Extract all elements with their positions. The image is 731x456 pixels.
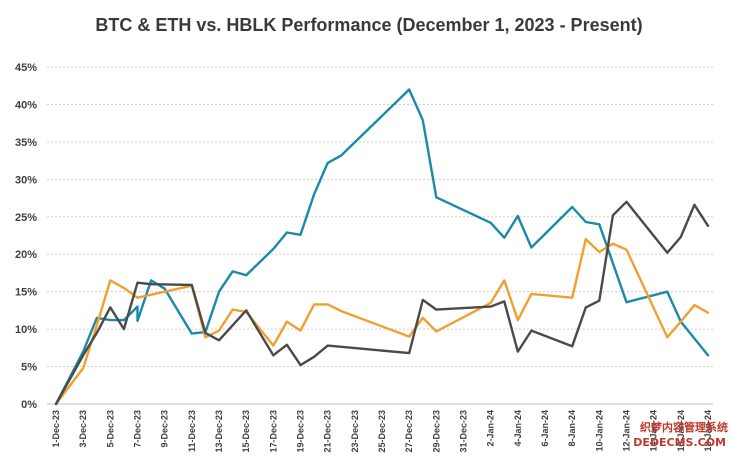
y-tick-label: 30% bbox=[15, 174, 37, 186]
series-lines bbox=[54, 88, 710, 406]
x-tick-label: 6-Jan-24 bbox=[540, 410, 550, 447]
series-line-3 bbox=[54, 200, 710, 406]
x-tick-label: 21-Dec-23 bbox=[323, 410, 333, 453]
x-tick-label: 12-Jan-24 bbox=[622, 410, 632, 452]
x-tick-label: 25-Dec-23 bbox=[377, 410, 387, 453]
x-tick-label: 8-Jan-24 bbox=[567, 410, 577, 447]
x-tick-label: 13-Dec-23 bbox=[214, 410, 224, 453]
x-tick-label: 7-Dec-23 bbox=[133, 410, 143, 448]
y-tick-label: 35% bbox=[15, 137, 37, 149]
y-tick-label: 25% bbox=[15, 212, 37, 224]
x-tick-label: 10-Jan-24 bbox=[594, 410, 604, 452]
y-axis-ticks: 0% 5% 10% 15% 20% 25% 30% 35% 40% 45% bbox=[15, 62, 37, 411]
x-tick-label: 14-Jan-24 bbox=[649, 410, 659, 452]
series-line-1 bbox=[54, 88, 710, 406]
x-tick-label: 15-Dec-23 bbox=[241, 410, 251, 453]
x-axis-ticks: 1-Dec-23 3-Dec-23 5-Dec-23 7-Dec-23 9-Dec-23… bbox=[51, 410, 713, 453]
y-tick-label: 20% bbox=[15, 249, 37, 261]
x-tick-label: 11-Dec-23 bbox=[187, 410, 197, 452]
x-tick-label: 3-Dec-23 bbox=[78, 410, 88, 448]
x-tick-label: 23-Dec-23 bbox=[350, 410, 360, 453]
x-tick-label: 31-Dec-23 bbox=[459, 410, 469, 453]
x-tick-label: 5-Dec-23 bbox=[105, 410, 115, 448]
x-tick-label: 18-Jan-24 bbox=[703, 410, 713, 452]
chart-title: BTC & ETH vs. HBLK Performance (December… bbox=[95, 15, 642, 35]
x-tick-label: 1-Dec-23 bbox=[51, 410, 61, 448]
x-tick-label: 4-Jan-24 bbox=[513, 410, 523, 447]
gridlines bbox=[47, 66, 713, 405]
x-tick-label: 17-Dec-23 bbox=[268, 410, 278, 453]
x-tick-label: 27-Dec-23 bbox=[404, 410, 414, 453]
y-tick-label: 10% bbox=[15, 324, 37, 336]
x-tick-label: 16-Jan-24 bbox=[676, 410, 686, 452]
y-tick-label: 40% bbox=[15, 99, 37, 111]
watermark-line-2: DEDECMS.COM bbox=[633, 436, 726, 449]
x-tick-label: 9-Dec-23 bbox=[160, 410, 170, 448]
watermark: 织梦内容管理系统 DEDECMS.COM bbox=[633, 420, 728, 449]
watermark-line-1: 织梦内容管理系统 bbox=[640, 420, 728, 434]
x-tick-label: 29-Dec-23 bbox=[431, 410, 441, 453]
y-tick-label: 5% bbox=[21, 362, 37, 374]
y-tick-label: 0% bbox=[21, 399, 37, 411]
x-tick-label: 2-Jan-24 bbox=[486, 410, 496, 447]
x-tick-label: 19-Dec-23 bbox=[296, 410, 306, 453]
y-tick-label: 45% bbox=[15, 62, 37, 74]
series-line-2 bbox=[54, 237, 710, 406]
y-tick-label: 15% bbox=[15, 287, 37, 299]
